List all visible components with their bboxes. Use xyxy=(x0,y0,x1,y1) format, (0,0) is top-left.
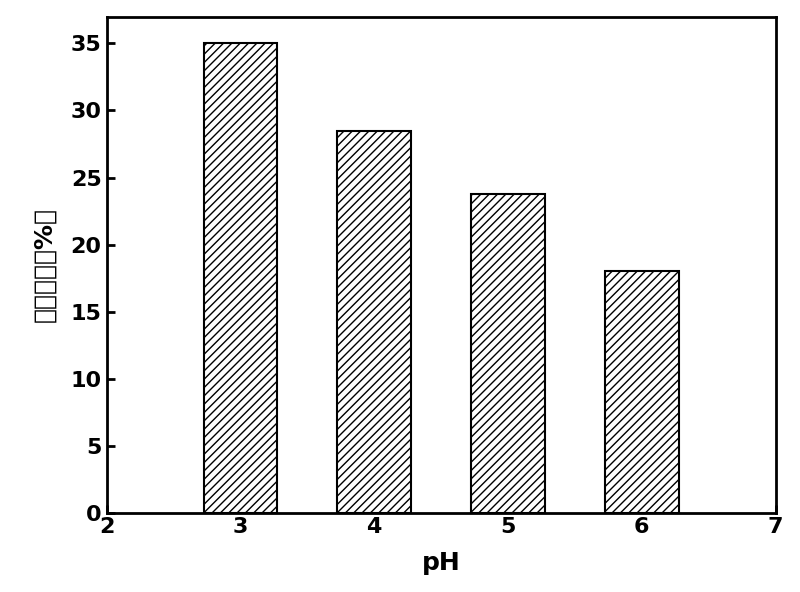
Bar xyxy=(203,43,277,513)
Bar xyxy=(471,194,545,513)
Bar xyxy=(605,271,678,513)
X-axis label: pH: pH xyxy=(422,551,461,575)
Y-axis label: 脱除效率（%）: 脱除效率（%） xyxy=(33,207,57,322)
Bar xyxy=(338,131,411,513)
